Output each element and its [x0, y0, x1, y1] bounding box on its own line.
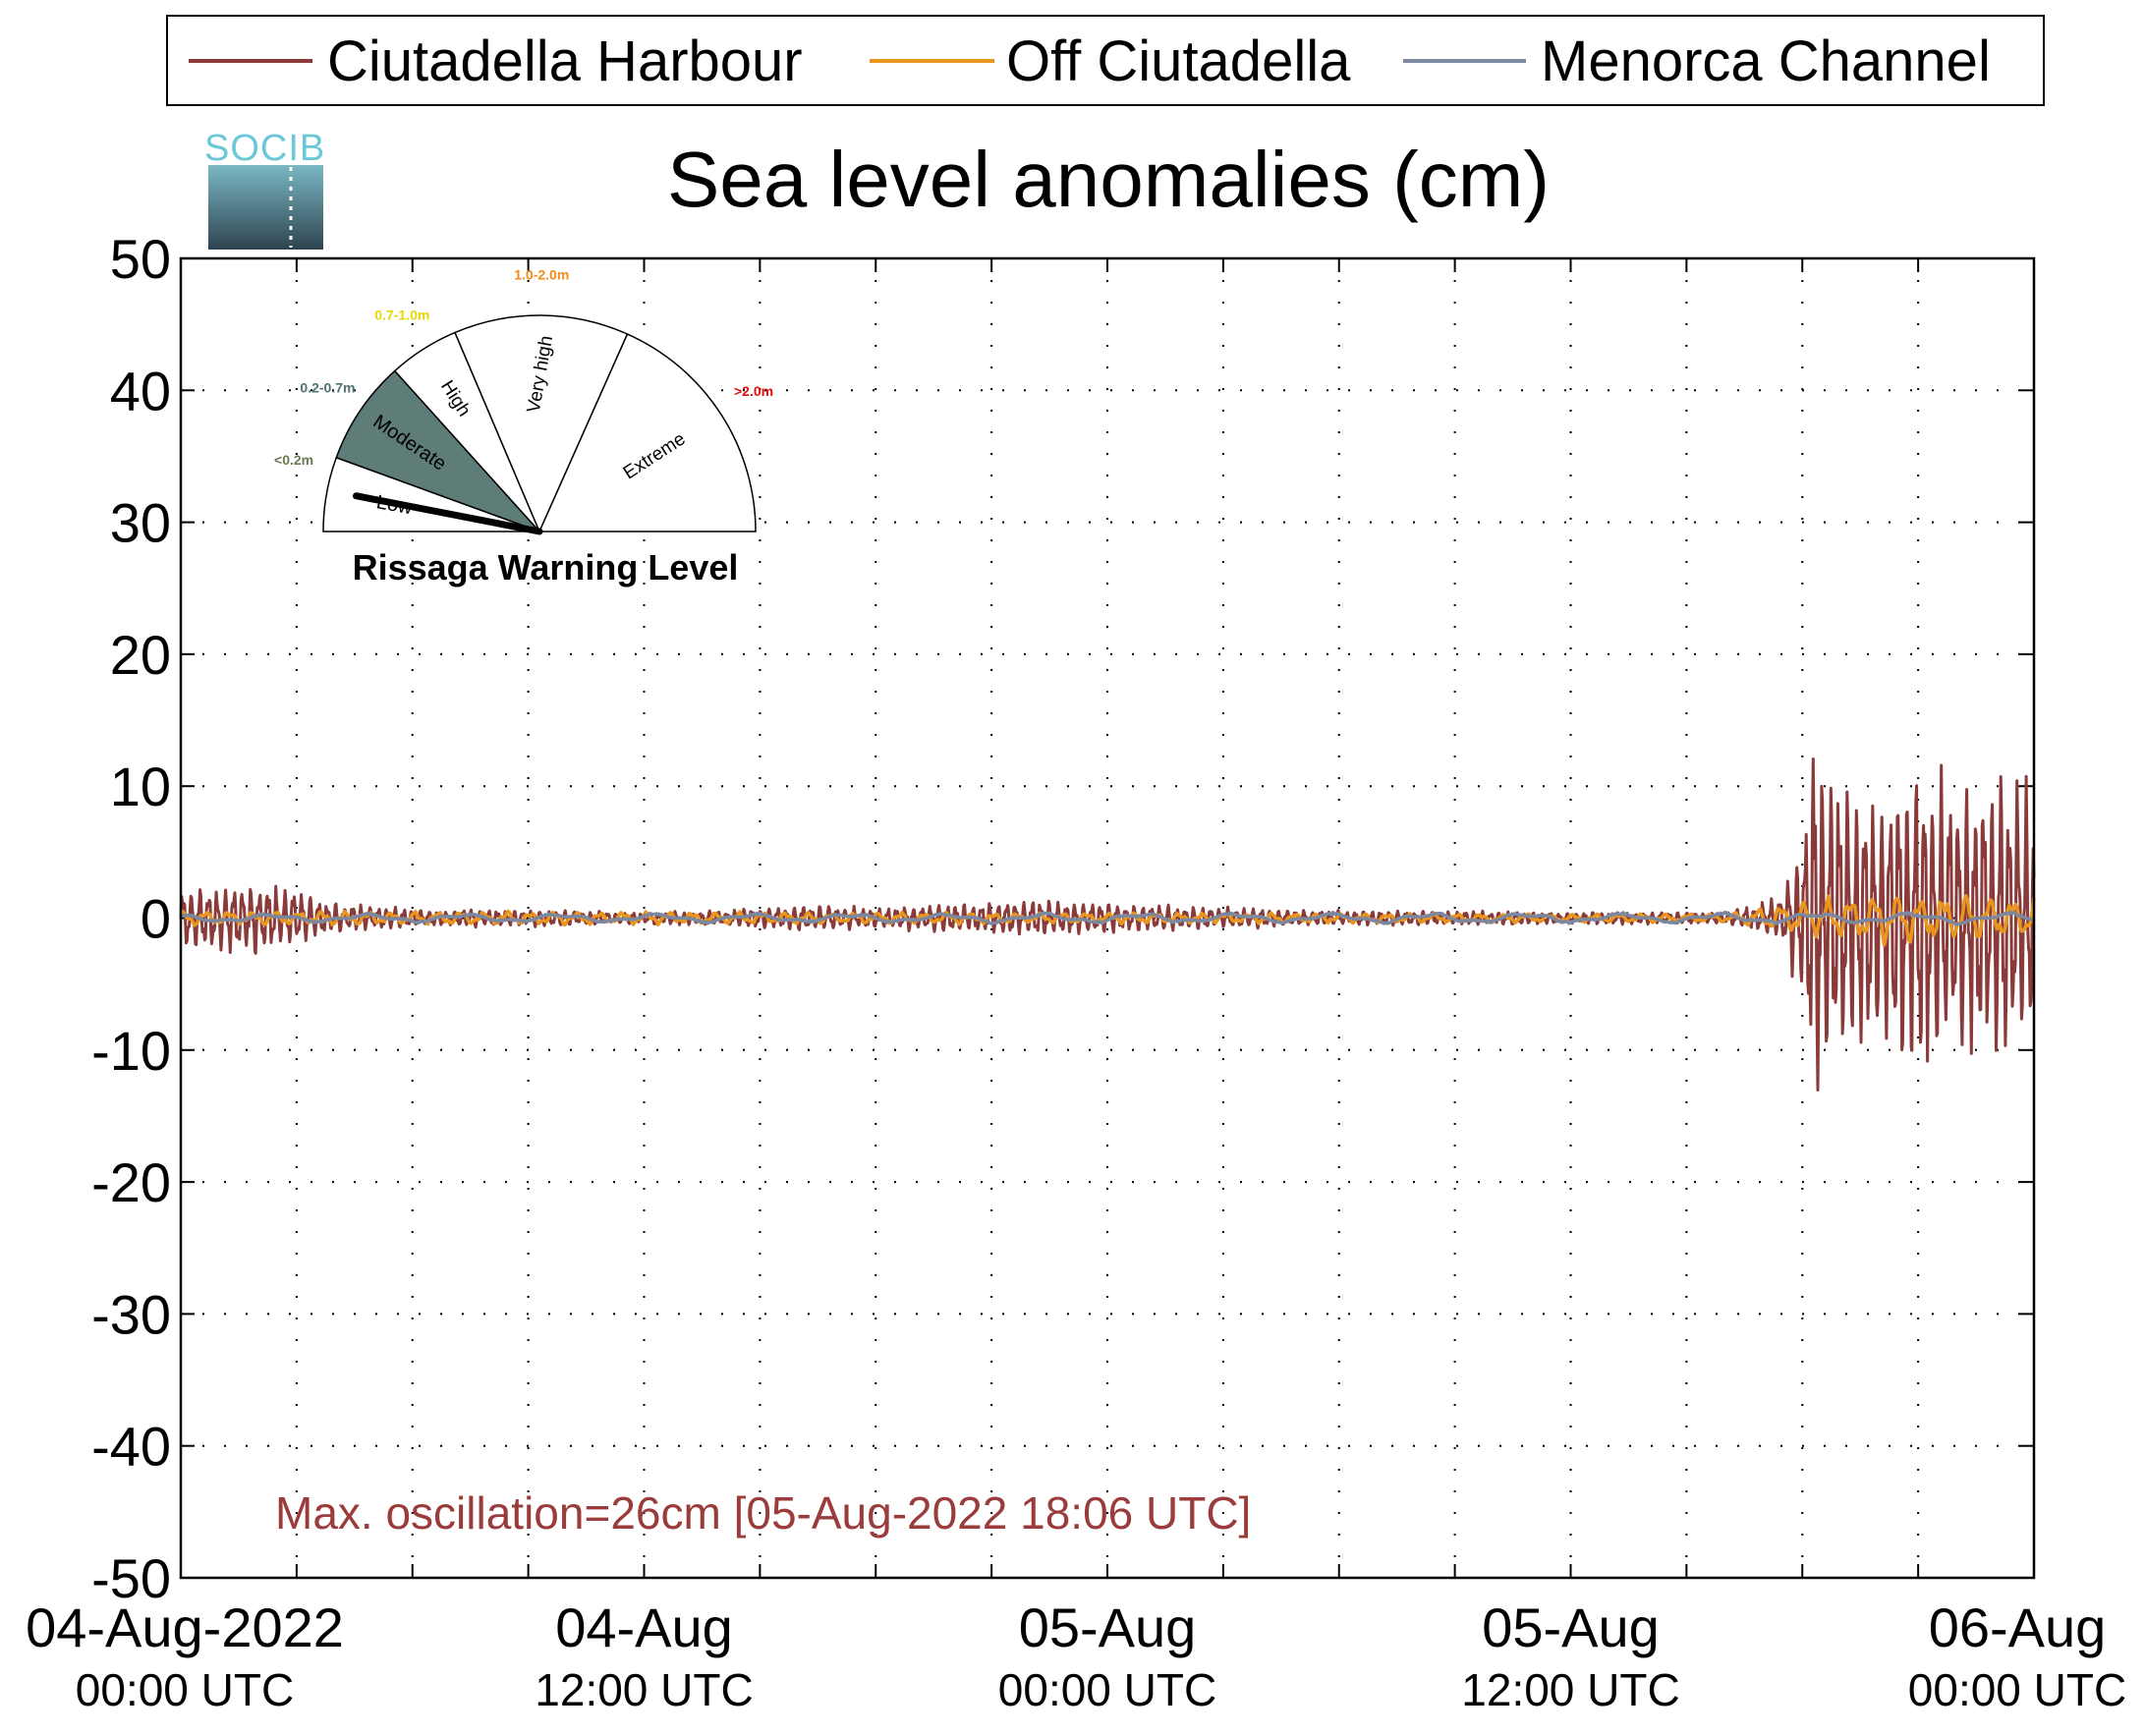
- x-tick-time-label: 12:00 UTC: [535, 1664, 753, 1715]
- x-tick-date-label: 05-Aug: [1019, 1596, 1197, 1658]
- gauge-sector-extreme: [537, 333, 757, 532]
- series-line-menorca-channel: [180, 910, 2035, 926]
- gauge-sector-very-high: [454, 314, 629, 533]
- x-tick-time-label: 00:00 UTC: [998, 1664, 1216, 1715]
- gauge-title: Rissaga Warning Level: [353, 547, 739, 588]
- chart-title: Sea level anomalies (cm): [667, 136, 1550, 223]
- x-tick-date-label: 06-Aug: [1929, 1596, 2107, 1658]
- x-axis: 04-Aug-2022 00:00 UTC 04-Aug 12:00 UTC 05-Au…: [26, 1596, 2126, 1715]
- legend-label-menorca-channel: Menorca Channel: [1541, 29, 1991, 93]
- series-line-off-ciutadella: [179, 894, 2036, 947]
- y-tick-label: -30: [91, 1283, 171, 1345]
- y-axis: 50 40 30 20 10 0 -10 -20 -30 -40 -50: [91, 228, 171, 1609]
- y-tick-label: 50: [110, 228, 171, 290]
- logo-graphic: [208, 165, 323, 250]
- x-tick-time-label: 12:00 UTC: [1461, 1664, 1679, 1715]
- y-tick-label: -10: [91, 1020, 171, 1082]
- legend-label-off-ciutadella: Off Ciutadella: [1006, 29, 1351, 93]
- y-tick-label: 10: [110, 756, 171, 817]
- x-tick-date-label: 05-Aug: [1482, 1596, 1660, 1658]
- y-tick-label: -50: [91, 1547, 171, 1609]
- y-tick-label: 0: [141, 888, 171, 950]
- y-tick-label: 20: [110, 624, 171, 686]
- plot-frame: [179, 256, 2036, 1580]
- max-oscillation-annotation: Max. oscillation=26cm [05-Aug-2022 18:06…: [275, 1487, 1251, 1539]
- gauge-range-label: 0.7-1.0m: [374, 307, 429, 322]
- x-tick-date-label: 04-Aug-2022: [26, 1596, 344, 1658]
- y-tick-label: 40: [110, 360, 171, 421]
- x-tick-date-label: 04-Aug: [555, 1596, 733, 1658]
- gauge-range-label: 0.2-0.7m: [300, 379, 355, 395]
- y-tick-label: 30: [110, 492, 171, 554]
- gauge-range-label: 1.0-2.0m: [514, 267, 569, 283]
- logo-text: SOCIB: [204, 128, 325, 169]
- legend-label-ciutadella-harbour: Ciutadella Harbour: [327, 29, 803, 93]
- y-tick-label: -40: [91, 1416, 171, 1478]
- series-layer: [179, 757, 2036, 1092]
- gauge-range-label: >2.0m: [734, 383, 773, 399]
- gauge-sector-moderate: [335, 369, 540, 532]
- gauge-needle: [352, 492, 543, 535]
- legend: Ciutadella Harbour Off Ciutadella Menorc…: [166, 15, 2045, 106]
- x-tick-time-label: 00:00 UTC: [1908, 1664, 2126, 1715]
- rissaga-gauge: Low<0.2mModerate0.2-0.7mHigh0.7-1.0mVery…: [274, 267, 773, 535]
- x-tick-time-label: 00:00 UTC: [76, 1664, 294, 1715]
- socib-logo: SOCIB: [204, 128, 325, 250]
- gauge-range-label: <0.2m: [274, 452, 313, 468]
- y-tick-label: -20: [91, 1151, 171, 1213]
- legend-box: [166, 15, 2045, 106]
